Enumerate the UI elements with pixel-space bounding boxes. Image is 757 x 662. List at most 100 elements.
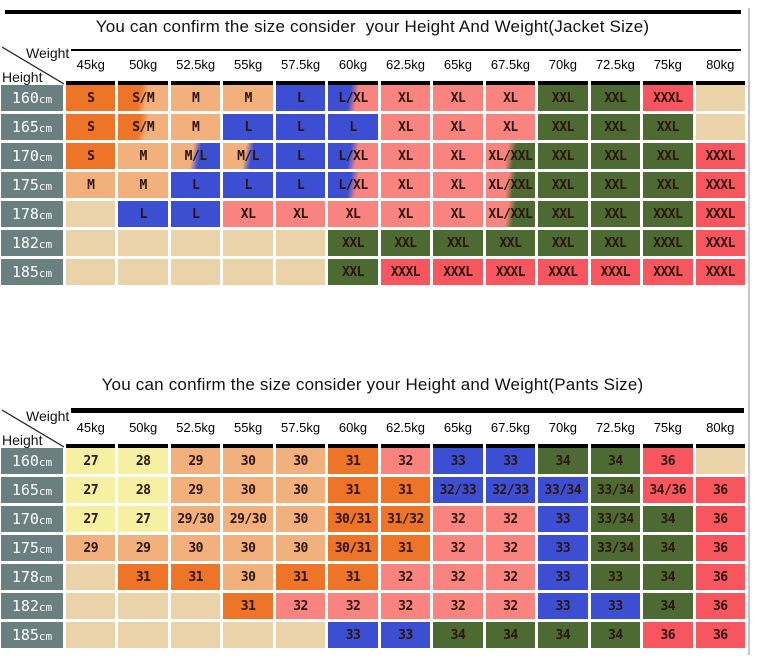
weight-header-67.5kg: 67.5kg <box>485 54 536 85</box>
cell-165cm-45kg: 27 <box>66 477 116 503</box>
column-underline <box>643 81 693 85</box>
cell-175cm-67.5kg: 32 <box>485 535 536 561</box>
column-underline <box>328 81 378 85</box>
column-underline <box>538 444 588 448</box>
cell-160cm-65kg: XL <box>433 85 483 111</box>
cell-178cm-72.5kg: XXL <box>590 201 641 227</box>
cell-182cm-67.5kg: 32 <box>485 593 536 619</box>
cell-165cm-55kg: L <box>223 114 273 140</box>
cell-175cm-52.5kg: L <box>170 172 221 198</box>
cell-165cm-60kg: L <box>328 114 378 140</box>
column-underline <box>695 81 745 85</box>
column-underline <box>118 444 168 448</box>
column-underline <box>275 81 326 85</box>
cell-170cm-45kg: 27 <box>66 506 116 532</box>
column-underline <box>643 444 693 448</box>
cell-170cm-55kg: 29/30 <box>223 506 273 532</box>
jacket-header-top-line <box>71 49 741 51</box>
height-row-header-185cm: 185 cm <box>1 622 63 648</box>
column-underline <box>380 444 431 448</box>
cell-178cm-60kg: XL <box>328 201 378 227</box>
cell-160cm-45kg: S <box>66 85 116 111</box>
cell-175cm-45kg: M <box>66 172 116 198</box>
weight-header-67.5kg: 67.5kg <box>485 417 536 448</box>
cell-178cm-67.5kg: XL/XXL <box>485 201 536 227</box>
jacket-size-table: Weight Height 45kg 50kg 52.5kg 55kg 57.5kg 60… <box>0 45 757 290</box>
cell-165cm-67.5kg: 32/33 <box>485 477 536 503</box>
weight-header-55kg: 55kg <box>223 417 273 448</box>
cell-165cm-75kg: 34/36 <box>643 477 693 503</box>
height-row-header-182cm: 182 cm <box>1 593 63 619</box>
cell-182cm-52.5kg <box>170 593 221 619</box>
cell-175cm-52.5kg: 30 <box>170 535 221 561</box>
weight-header-52.5kg: 52.5kg <box>170 417 221 448</box>
cell-160cm-62.5kg: 32 <box>380 448 431 474</box>
cell-185cm-45kg <box>66 259 116 285</box>
cell-182cm-75kg: XXXL <box>643 230 693 256</box>
cell-182cm-80kg: 36 <box>695 593 745 619</box>
cell-182cm-45kg <box>66 230 116 256</box>
column-underline <box>380 81 431 85</box>
cell-185cm-70kg: 34 <box>538 622 588 648</box>
cell-165cm-70kg: XXL <box>538 114 588 140</box>
cell-185cm-45kg <box>66 622 116 648</box>
cell-170cm-65kg: 32 <box>433 506 483 532</box>
cell-175cm-75kg: XXL <box>643 172 693 198</box>
height-row-header-182cm: 182 cm <box>1 230 63 256</box>
cell-170cm-67.5kg: XL/XXL <box>485 143 536 169</box>
weight-header-52.5kg: 52.5kg <box>170 54 221 85</box>
column-underline <box>433 444 483 448</box>
cell-185cm-62.5kg: XXXL <box>380 259 431 285</box>
cell-185cm-67.5kg: 34 <box>485 622 536 648</box>
cell-185cm-57.5kg <box>275 622 326 648</box>
weight-header-50kg: 50kg <box>118 417 168 448</box>
cell-182cm-75kg: 34 <box>643 593 693 619</box>
cell-185cm-60kg: XXL <box>328 259 378 285</box>
cell-160cm-55kg: M <box>223 85 273 111</box>
cell-178cm-65kg: 32 <box>433 564 483 590</box>
cell-165cm-62.5kg: XL <box>380 114 431 140</box>
cell-165cm-60kg: 31 <box>328 477 378 503</box>
cell-182cm-65kg: 32 <box>433 593 483 619</box>
cell-185cm-80kg: 36 <box>695 622 745 648</box>
cell-170cm-67.5kg: 32 <box>485 506 536 532</box>
cell-160cm-75kg: XXXL <box>643 85 693 111</box>
cell-182cm-80kg: XXXL <box>695 230 745 256</box>
column-underline <box>485 81 536 85</box>
jacket-size-grid: 160 cm S S/M M M L L/XL XL XL XL XXL XXL XXXL 165 cm S S/… <box>1 85 745 285</box>
cell-175cm-45kg: 29 <box>66 535 116 561</box>
cell-178cm-62.5kg: 32 <box>380 564 431 590</box>
cell-182cm-55kg <box>223 230 273 256</box>
cell-178cm-67.5kg: 32 <box>485 564 536 590</box>
cell-170cm-80kg: XXXL <box>695 143 745 169</box>
cell-175cm-80kg: 36 <box>695 535 745 561</box>
weight-header-70kg: 70kg <box>538 54 588 85</box>
weight-header-65kg: 65kg <box>433 417 483 448</box>
cell-182cm-60kg: XXL <box>328 230 378 256</box>
cell-175cm-65kg: XL <box>433 172 483 198</box>
cell-165cm-55kg: 30 <box>223 477 273 503</box>
weight-header-80kg: 80kg <box>695 417 745 448</box>
height-row-header-178cm: 178 cm <box>1 201 63 227</box>
pants-size-table: Weight Height 45kg 50kg 52.5kg 55kg 57.5kg 60… <box>0 408 757 653</box>
cell-175cm-57.5kg: 30 <box>275 535 326 561</box>
cell-170cm-52.5kg: M/L <box>170 143 221 169</box>
column-underline <box>223 81 273 85</box>
cell-170cm-50kg: M <box>118 143 168 169</box>
cell-185cm-72.5kg: XXXL <box>590 259 641 285</box>
cell-185cm-72.5kg: 34 <box>590 622 641 648</box>
cell-178cm-55kg: 30 <box>223 564 273 590</box>
cell-160cm-62.5kg: XL <box>380 85 431 111</box>
height-axis-label: Height <box>2 69 43 85</box>
cell-182cm-45kg <box>66 593 116 619</box>
column-underline <box>433 81 483 85</box>
cell-175cm-60kg: L/XL <box>328 172 378 198</box>
pants-header-top-line <box>71 408 744 413</box>
cell-160cm-50kg: 28 <box>118 448 168 474</box>
weight-header-row: 45kg 50kg 52.5kg 55kg 57.5kg 60kg 62.5kg 65kg 67… <box>66 54 745 85</box>
cell-160cm-65kg: 33 <box>433 448 483 474</box>
height-axis-label: Height <box>2 432 43 448</box>
cell-185cm-65kg: 34 <box>433 622 483 648</box>
cell-170cm-75kg: XXL <box>643 143 693 169</box>
cell-178cm-75kg: 34 <box>643 564 693 590</box>
